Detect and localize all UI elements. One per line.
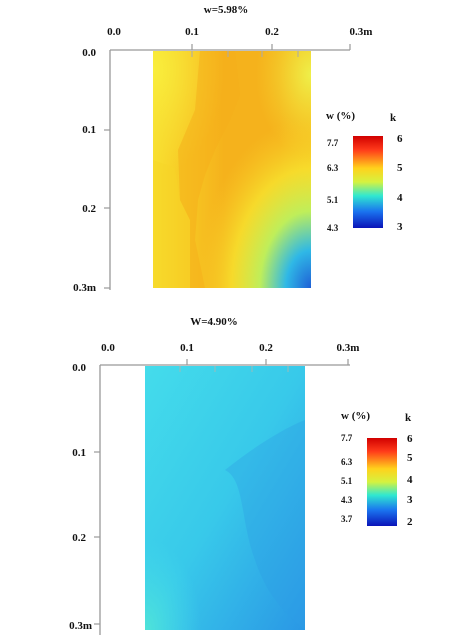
chart-title: W=4.90% bbox=[190, 316, 238, 328]
x-tick-label: 0.1 bbox=[180, 342, 194, 354]
legend-w-label: 5.1 bbox=[341, 476, 353, 486]
chart-bottom: W=4.90% 0.0 0.1 0.2 0.3m 0.0 0.1 0.2 0.3… bbox=[69, 316, 413, 635]
x-tick-label: 0.0 bbox=[101, 342, 115, 354]
legend-k-label: 3 bbox=[407, 494, 413, 506]
x-tick-label: 0.2 bbox=[259, 342, 273, 354]
y-tick-label: 0.2 bbox=[72, 532, 86, 544]
legend-w-label: 3.7 bbox=[341, 514, 353, 524]
legend-w-label: 6.3 bbox=[327, 163, 339, 173]
legend-w-title: w (%) bbox=[326, 110, 355, 122]
legend-w-label: 4.3 bbox=[327, 223, 339, 233]
y-tick-label: 0.1 bbox=[72, 447, 86, 459]
chart-title: w=5.98% bbox=[204, 4, 248, 16]
y-tick-label: 0.2 bbox=[82, 203, 96, 215]
legend-w-label: 7.7 bbox=[327, 138, 339, 148]
y-tick-label: 0.0 bbox=[82, 47, 96, 59]
legend-k-label: 6 bbox=[397, 133, 403, 145]
colorbar bbox=[353, 136, 383, 228]
x-tick-label: 0.2 bbox=[265, 26, 279, 38]
y-tick-label: 0.3m bbox=[73, 282, 96, 294]
y-tick-label: 0.3m bbox=[69, 620, 92, 632]
legend-k-label: 3 bbox=[397, 221, 403, 233]
legend-k-label: 2 bbox=[407, 516, 413, 528]
axis-ticks bbox=[94, 359, 349, 625]
legend-k-label: 4 bbox=[397, 192, 403, 204]
x-tick-label: 0.3m bbox=[350, 26, 373, 38]
heatmap-plot bbox=[153, 51, 311, 288]
heatmap-plot bbox=[145, 366, 305, 630]
legend-k-title: k bbox=[405, 412, 412, 424]
colorbar bbox=[367, 438, 397, 526]
y-tick-label: 0.1 bbox=[82, 124, 96, 136]
legend-k-label: 5 bbox=[397, 162, 403, 174]
chart-top: w=5.98% 0.0 0.1 0.2 0.3m 0.0 0.1 0.2 0.3… bbox=[73, 4, 403, 294]
legend-w-title: w (%) bbox=[341, 410, 370, 422]
legend-k-label: 6 bbox=[407, 433, 413, 445]
legend: w (%) k 7.7 6.3 5.1 4.3 6 5 4 3 bbox=[326, 110, 403, 233]
x-tick-label: 0.1 bbox=[185, 26, 199, 38]
legend: w (%) k 7.7 6.3 5.1 4.3 3.7 6 5 4 3 2 bbox=[341, 410, 413, 528]
axis-ticks bbox=[104, 44, 351, 289]
y-tick-label: 0.0 bbox=[72, 362, 86, 374]
legend-w-label: 4.3 bbox=[341, 495, 353, 505]
legend-k-label: 5 bbox=[407, 452, 413, 464]
legend-k-label: 4 bbox=[407, 474, 413, 486]
x-tick-label: 0.3m bbox=[337, 342, 360, 354]
legend-w-label: 7.7 bbox=[341, 433, 353, 443]
legend-w-label: 5.1 bbox=[327, 195, 339, 205]
x-tick-label: 0.0 bbox=[107, 26, 121, 38]
legend-w-label: 6.3 bbox=[341, 457, 353, 467]
legend-k-title: k bbox=[390, 112, 397, 124]
